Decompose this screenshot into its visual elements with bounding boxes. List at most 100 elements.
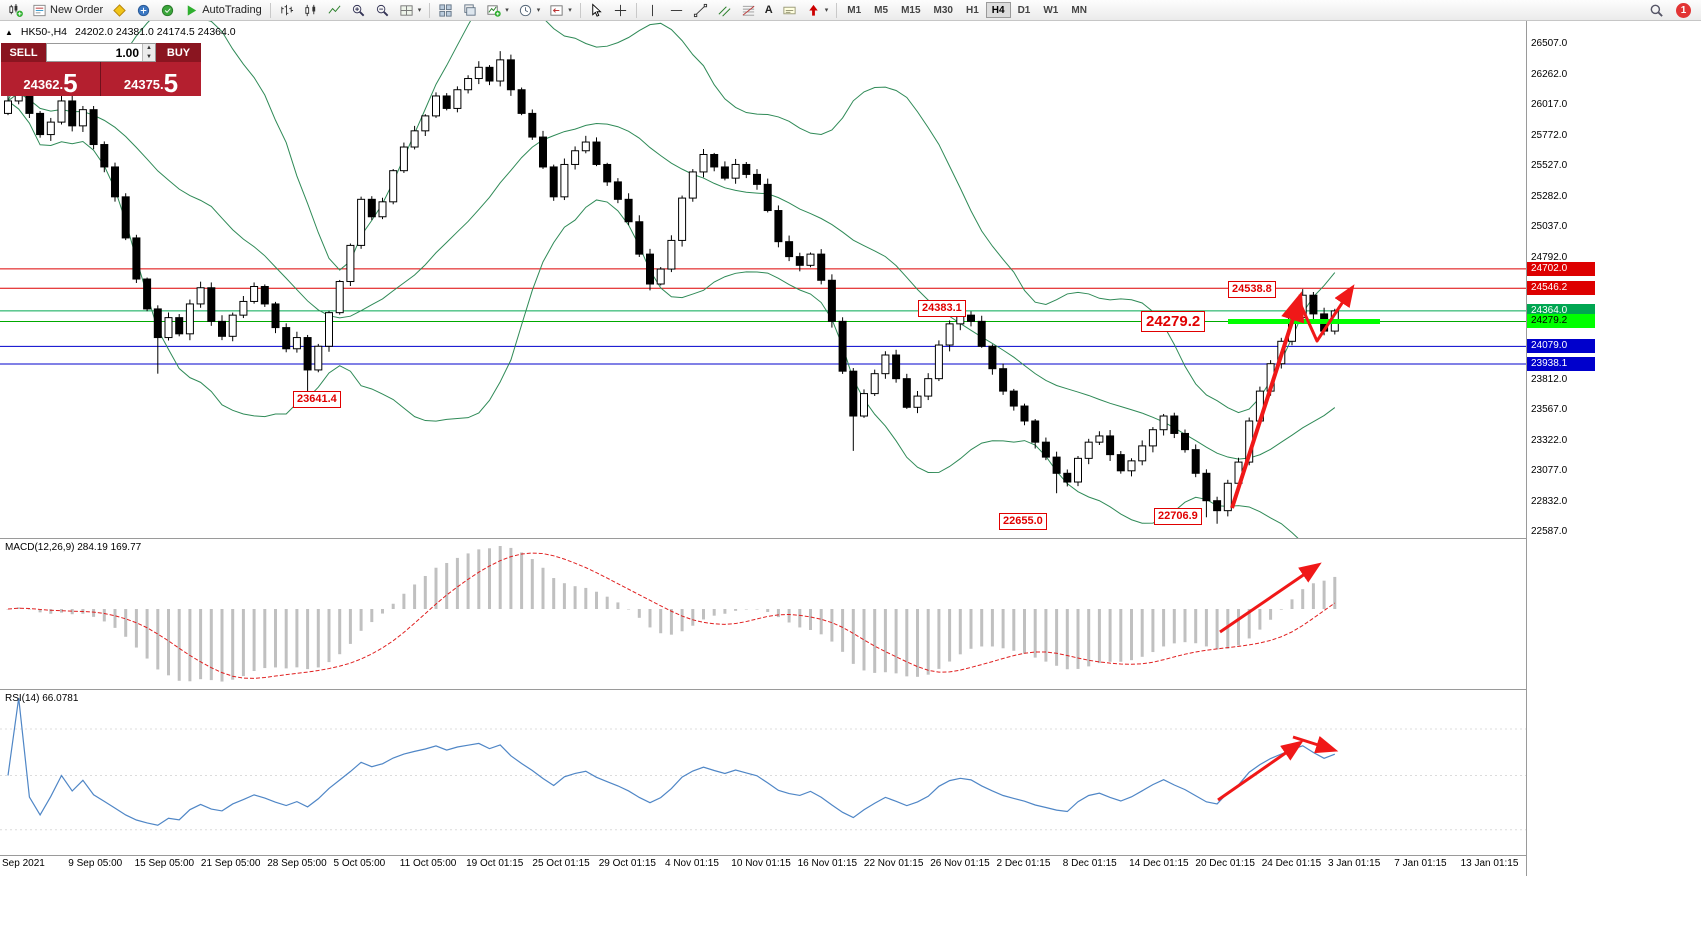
timeframe-h1-button[interactable]: H1 (960, 2, 985, 18)
profiles-button[interactable]: ▾ (514, 1, 545, 19)
time-axis[interactable]: Sep 2021 9 Sep 05:00 15 Sep 05:00 21 Sep 05… (0, 856, 1526, 874)
bar-chart-mode-button[interactable] (275, 1, 298, 19)
timeframe-h4-button[interactable]: H4 (985, 2, 1011, 18)
channel-tool-button[interactable] (713, 1, 736, 19)
text-tool-button[interactable]: A (761, 1, 777, 19)
timeframe-m5-button[interactable]: M5 (868, 2, 894, 18)
trend-arrow[interactable] (1219, 562, 1322, 634)
timeframe-m30-button[interactable]: M30 (928, 2, 959, 18)
rsi-indicator-pane[interactable] (0, 690, 1526, 855)
vertical-line-tool-button[interactable] (641, 1, 664, 19)
text-label-tool-button[interactable] (778, 1, 801, 19)
scale-separator (1526, 20, 1527, 876)
arrange-windows-button[interactable]: ▾ (395, 1, 426, 19)
panel-toggle-icon[interactable]: ▲ (5, 27, 13, 37)
timeframe-mn-button[interactable]: MN (1065, 2, 1093, 18)
macd-histogram-bar (348, 609, 352, 644)
trend-arrow[interactable] (1230, 291, 1305, 509)
trend-arrow[interactable] (1297, 284, 1355, 343)
macd-histogram-bar (381, 609, 384, 614)
macd-histogram-bar (584, 587, 588, 609)
volume-increase-button[interactable]: ▲ (143, 44, 155, 53)
timeframe-m1-button[interactable]: M1 (841, 2, 867, 18)
macd-histogram-bar (841, 609, 845, 652)
macd-histogram-bar (1076, 609, 1080, 669)
autotrading-play-icon (187, 4, 197, 16)
candle (453, 89, 462, 109)
macd-histogram-bar (691, 609, 695, 626)
candle (1041, 441, 1050, 458)
timeframe-w1-button[interactable]: W1 (1037, 2, 1064, 18)
cascade-windows-button[interactable] (458, 1, 481, 19)
macd-histogram-bar (648, 609, 652, 628)
candle (774, 210, 783, 243)
price-annotation-box[interactable]: 22706.9 (1154, 508, 1202, 525)
candle (817, 253, 826, 281)
horizontal-line-tool-button[interactable] (665, 1, 688, 19)
candle (271, 303, 280, 329)
macd-histogram-bar (327, 609, 331, 663)
price-annotation-box[interactable]: 22655.0 (999, 513, 1047, 530)
pane-divider[interactable] (0, 689, 1526, 690)
macd-histogram-bar (274, 609, 277, 668)
buy-price[interactable]: 24375. 5 (101, 62, 201, 96)
timeframe-m15-button[interactable]: M15 (895, 2, 926, 18)
new-chart-button[interactable] (4, 1, 27, 19)
price-chart-pane[interactable] (0, 20, 1526, 538)
macd-histogram-bar (92, 609, 96, 617)
notification-badge[interactable]: 1 (1676, 2, 1691, 18)
main-toolbar: New Order AutoTrading (0, 0, 1701, 21)
search-button[interactable] (1645, 1, 1668, 19)
zoom-out-button[interactable] (371, 1, 394, 19)
candle (1031, 420, 1040, 443)
sell-button[interactable]: SELL (1, 43, 46, 62)
macd-histogram-bar (1183, 609, 1187, 643)
sell-price[interactable]: 24362. 5 (1, 62, 101, 96)
macd-signal-line (7, 552, 1336, 679)
text-tool-icon: A (764, 4, 773, 16)
trendline-tool-button[interactable] (689, 1, 712, 19)
strategy-tester-button[interactable] (156, 1, 179, 19)
search-icon (1650, 4, 1663, 17)
macd-indicator-pane[interactable] (0, 539, 1526, 689)
pane-divider[interactable] (0, 538, 1526, 539)
macd-histogram-bar (359, 609, 363, 631)
candle (667, 239, 676, 270)
buy-button[interactable]: BUY (156, 43, 201, 62)
trend-arrow[interactable] (1292, 735, 1339, 754)
macd-histogram-bar (541, 567, 545, 609)
volume-decrease-button[interactable]: ▼ (143, 52, 155, 61)
macd-indicator-label: MACD(12,26,9) 284.19 169.77 (5, 542, 141, 553)
new-order-button[interactable]: New Order (28, 1, 107, 19)
macd-histogram-bar (498, 546, 502, 609)
chart-shift-button[interactable]: ▾ (545, 1, 576, 19)
macd-histogram-bar (509, 547, 513, 609)
pane-divider[interactable] (0, 855, 1526, 856)
zoom-out-icon (376, 4, 389, 16)
macd-histogram-bar (948, 609, 952, 662)
autotrading-button[interactable]: AutoTrading (180, 1, 266, 19)
price-annotation-box[interactable]: 23641.4 (293, 391, 341, 408)
price-annotation-box[interactable]: 24383.1 (918, 300, 966, 317)
candle (999, 368, 1008, 392)
macd-histogram-bar (1215, 609, 1219, 650)
new-chart-dropdown-button[interactable]: ▾ (482, 1, 513, 19)
trend-arrow[interactable] (1217, 740, 1304, 802)
cursor-tool-button[interactable] (585, 1, 608, 19)
tile-windows-button[interactable] (434, 1, 457, 19)
zoom-in-button[interactable] (347, 1, 370, 19)
dropdown-caret-icon: ▾ (824, 6, 829, 14)
arrows-tool-button[interactable]: ▾ (802, 1, 833, 19)
time-axis-label: 19 Oct 01:15 (466, 858, 524, 869)
price-annotation-box[interactable]: 24279.2 (1141, 311, 1206, 332)
fibonacci-tool-button[interactable] (737, 1, 760, 19)
macd-histogram-bar (220, 609, 224, 682)
crosshair-tool-button[interactable] (609, 1, 632, 19)
volume-input[interactable] (47, 44, 142, 61)
candle-chart-mode-button[interactable] (299, 1, 322, 19)
timeframe-d1-button[interactable]: D1 (1012, 2, 1037, 18)
line-chart-mode-button[interactable] (323, 1, 346, 19)
metaeditor-button[interactable] (108, 1, 131, 19)
terminal-button[interactable] (132, 1, 155, 19)
price-annotation-box[interactable]: 24538.8 (1228, 281, 1276, 298)
